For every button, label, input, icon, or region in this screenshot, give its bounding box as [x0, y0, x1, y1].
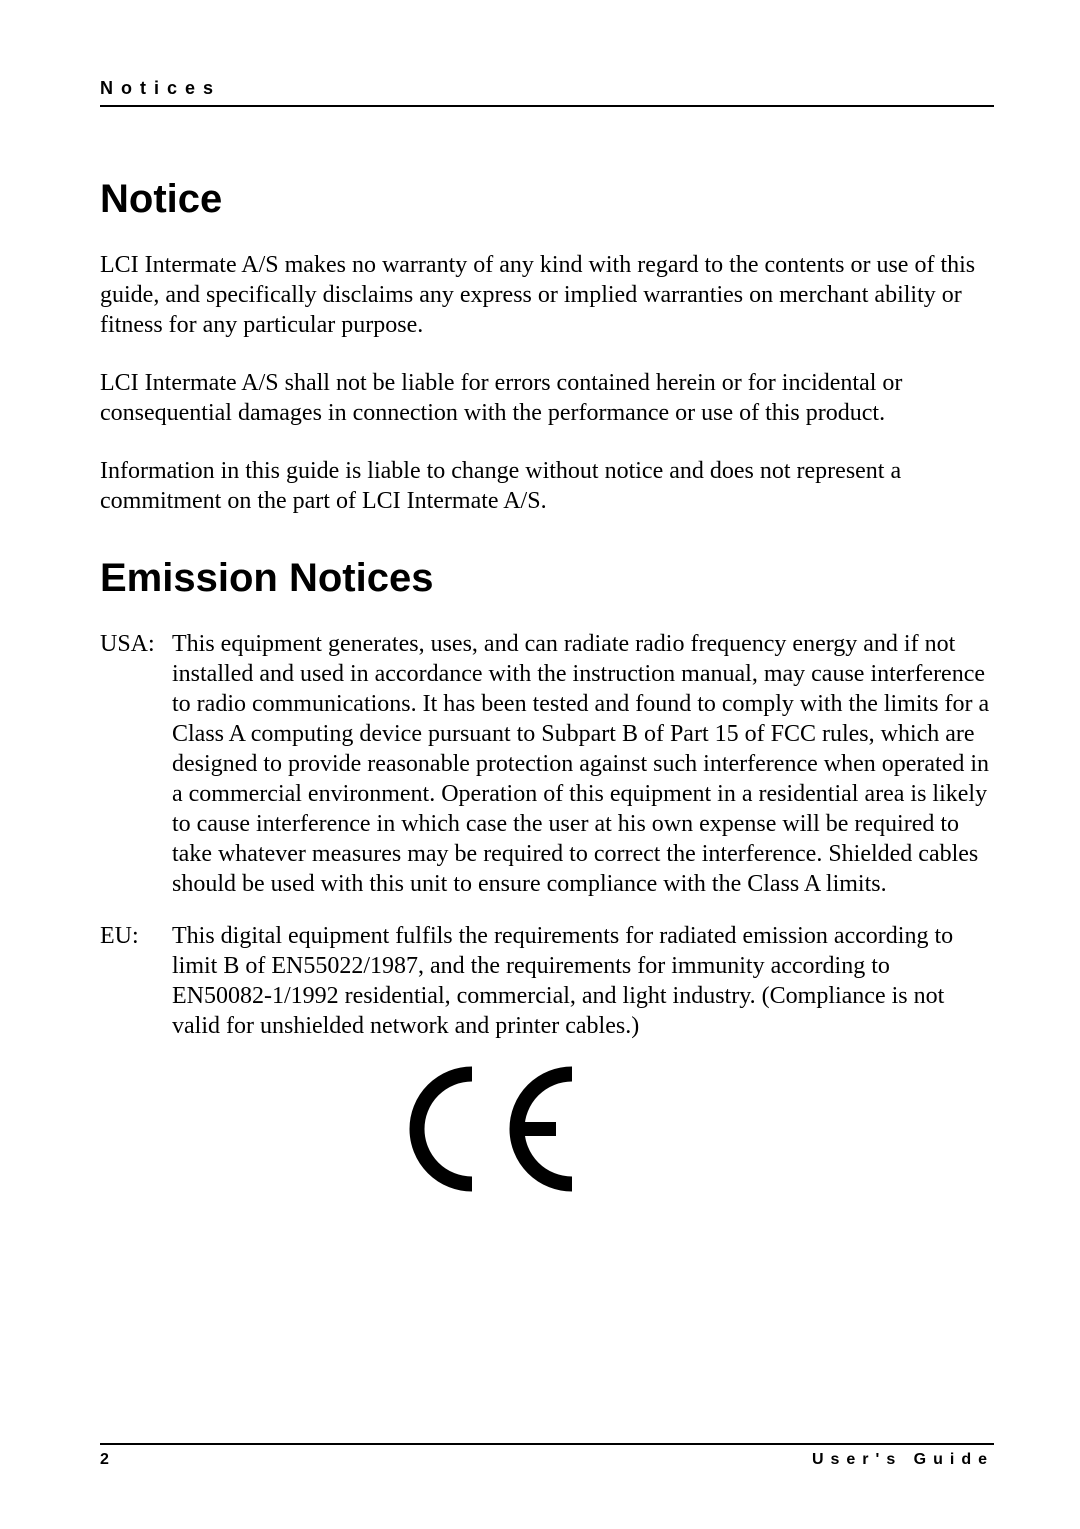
emission-item-eu: EU: This digital equipment fulfils the r…: [100, 921, 994, 1041]
ce-mark-container: [100, 1059, 994, 1204]
emission-label-usa: USA:: [100, 629, 172, 899]
emission-text-eu: This digital equipment fulfils the requi…: [172, 921, 994, 1041]
emission-heading: Emission Notices: [100, 556, 994, 601]
notice-paragraph-2: LCI Intermate A/S shall not be liable fo…: [100, 368, 994, 428]
notice-heading: Notice: [100, 177, 994, 222]
page-header: Notices: [100, 78, 994, 107]
footer-title: User's Guide: [812, 1451, 994, 1469]
emission-item-usa: USA: This equipment generates, uses, and…: [100, 629, 994, 899]
page-footer: 2 User's Guide: [100, 1443, 994, 1469]
ce-mark-icon: [387, 1059, 587, 1204]
page-number: 2: [100, 1451, 109, 1469]
notice-paragraph-3: Information in this guide is liable to c…: [100, 456, 994, 516]
header-text: Notices: [100, 78, 221, 98]
notice-paragraph-1: LCI Intermate A/S makes no warranty of a…: [100, 250, 994, 340]
page: Notices Notice LCI Intermate A/S makes n…: [0, 0, 1080, 1529]
emission-text-usa: This equipment generates, uses, and can …: [172, 629, 994, 899]
emission-label-eu: EU:: [100, 921, 172, 1041]
